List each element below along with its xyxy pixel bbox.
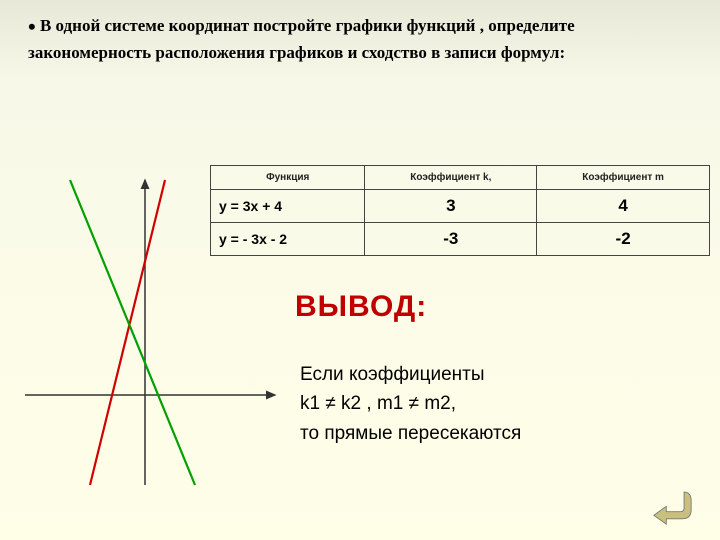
cell-k-1: -3	[365, 223, 537, 256]
back-icon[interactable]	[650, 485, 695, 525]
coefficient-table-wrap: Функция Коэффициент k, Коэффициент m y =…	[210, 165, 710, 256]
cell-m-1: -2	[537, 223, 710, 256]
conclusion-line3: то прямые пересекаются	[300, 419, 680, 448]
coefficient-table: Функция Коэффициент k, Коэффициент m y =…	[210, 165, 710, 256]
vyvod-heading: ВЫВОД:	[295, 290, 427, 324]
table-row: y = 3x + 4 3 4	[211, 190, 710, 223]
instruction-text: • В одной системе координат постройте гр…	[28, 12, 692, 65]
cell-k-0: 3	[365, 190, 537, 223]
header-m: Коэффициент m	[537, 166, 710, 190]
header-k: Коэффициент k,	[365, 166, 537, 190]
coordinate-chart	[20, 175, 280, 495]
conclusion-text: Если коэффициенты k1 ≠ k2 , m1 ≠ m2, то …	[300, 360, 680, 448]
conclusion-line1: Если коэффициенты	[300, 360, 680, 389]
table-header-row: Функция Коэффициент k, Коэффициент m	[211, 166, 710, 190]
instruction-body: В одной системе координат постройте граф…	[28, 16, 575, 62]
table-row: y = - 3x - 2 -3 -2	[211, 223, 710, 256]
cell-m-0: 4	[537, 190, 710, 223]
bullet-icon: •	[28, 14, 36, 39]
conclusion-line2: k1 ≠ k2 , m1 ≠ m2,	[300, 389, 680, 418]
